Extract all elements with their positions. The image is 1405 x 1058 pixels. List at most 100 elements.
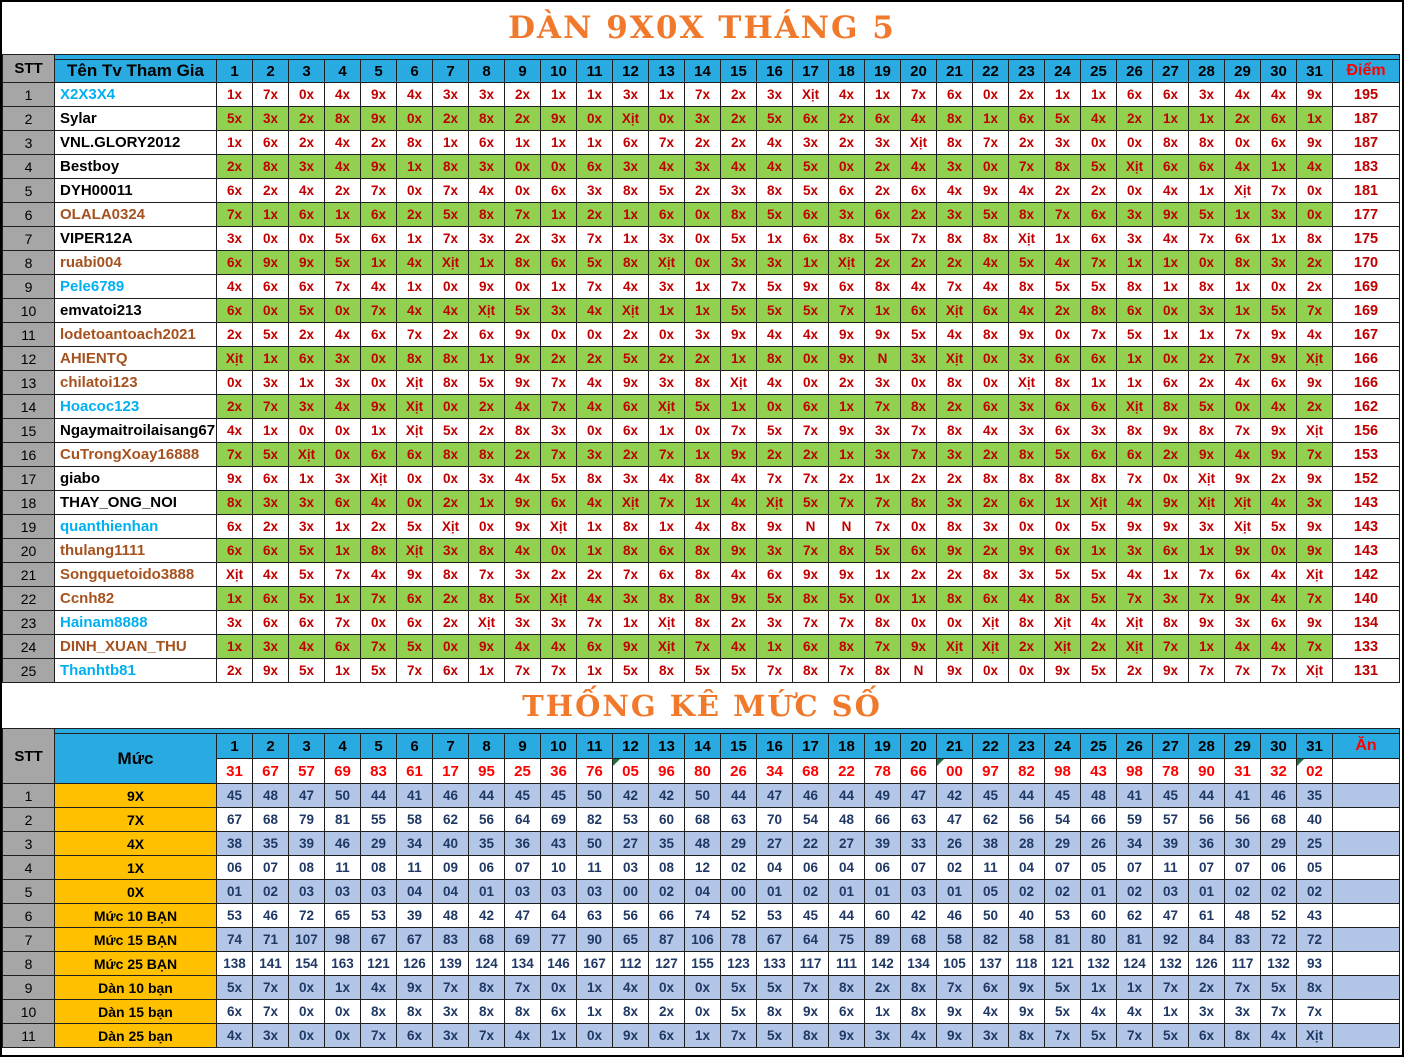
stat-value-cell[interactable]: 38 [972,831,1009,856]
day-value-cell[interactable]: 7x [1224,346,1261,371]
day-value-cell[interactable]: 6x [252,466,289,491]
stat-value-cell[interactable]: 45 [1044,783,1081,808]
day-value-cell[interactable]: 0x [792,346,829,371]
day-value-cell[interactable]: 2x [972,490,1009,515]
day-value-cell[interactable]: 1x [648,82,685,107]
day-value-cell[interactable]: 1x [720,394,757,419]
result-number-cell[interactable]: 31 [216,758,253,784]
stat-value-cell[interactable]: 9x [792,999,829,1024]
stat-value-cell[interactable]: 7x [468,1023,505,1048]
day-value-cell[interactable]: 6x [360,202,397,227]
stat-value-cell[interactable]: 43 [540,831,577,856]
day-value-cell[interactable]: 9x [1152,514,1189,539]
day-value-cell[interactable]: 4x [900,106,937,131]
day-value-cell[interactable]: 4x [828,82,865,107]
stat-value-cell[interactable]: 67 [360,927,397,952]
day-value-cell[interactable]: 1x [288,466,325,491]
stat-value-cell[interactable]: 68 [684,807,721,832]
day-value-cell[interactable]: 4x [252,562,289,587]
day-value-cell[interactable]: 7x [1224,418,1261,443]
day-value-cell[interactable]: 3x [324,466,361,491]
stat-value-cell[interactable]: 71 [252,927,289,952]
day-value-cell[interactable]: 1x [1116,346,1153,371]
day-value-cell[interactable]: 3x [864,130,901,155]
day-value-cell[interactable]: 1x [324,658,361,683]
day-value-cell[interactable]: 4x [1044,250,1081,275]
stat-value-cell[interactable]: 01 [756,879,793,904]
day-value-cell[interactable]: 5x [756,586,793,611]
day-value-cell[interactable]: Xịt [828,250,865,275]
day-value-cell[interactable]: 4x [216,418,253,443]
day-value-cell[interactable]: 8x [1008,610,1045,635]
day-value-cell[interactable]: 1x [1080,370,1117,395]
day-value-cell[interactable]: 4x [396,82,433,107]
stt-cell[interactable]: 13 [2,370,55,395]
stat-value-cell[interactable]: 0x [288,1023,325,1048]
day-value-cell[interactable]: 0x [288,226,325,251]
stat-value-cell[interactable]: 5x [1152,1023,1189,1048]
day-value-cell[interactable]: 7x [504,202,541,227]
day-value-cell[interactable]: 5x [468,370,505,395]
day-value-cell[interactable]: Xịt [648,250,685,275]
result-number-cell[interactable]: 76 [576,758,613,784]
day-value-cell[interactable]: 9x [504,514,541,539]
day-value-cell[interactable]: 6x [1152,154,1189,179]
day-value-cell[interactable]: 7x [1296,634,1333,659]
stat-value-cell[interactable]: 68 [252,807,289,832]
day-value-cell[interactable]: 9x [1296,610,1333,635]
day-value-cell[interactable]: 2x [936,466,973,491]
day-value-cell[interactable]: 6x [216,538,253,563]
stat-value-cell[interactable]: 138 [216,951,253,976]
stat-value-cell[interactable]: 5x [720,975,757,1000]
day-value-cell[interactable]: 3x [936,202,973,227]
stat-value-cell[interactable]: 7x [1152,975,1189,1000]
stat-value-cell[interactable]: 8x [468,975,505,1000]
day-value-cell[interactable]: 6x [396,610,433,635]
stat-value-cell[interactable]: 5x [756,975,793,1000]
day-value-cell[interactable]: 5x [720,226,757,251]
day-value-cell[interactable]: 9x [756,514,793,539]
day-value-cell[interactable]: 9x [288,250,325,275]
day-value-cell[interactable]: 8x [936,370,973,395]
stat-value-cell[interactable]: 58 [396,807,433,832]
day-value-cell[interactable]: Xịt [648,394,685,419]
day-value-cell[interactable]: 4x [1152,178,1189,203]
day-value-cell[interactable]: 2x [648,346,685,371]
stt-cell[interactable]: 18 [2,490,55,515]
stat-value-cell[interactable]: 02 [252,879,289,904]
day-value-cell[interactable]: 6x [1044,346,1081,371]
day-value-cell[interactable]: 2x [864,154,901,179]
day-value-cell[interactable]: 5x [504,586,541,611]
stat-value-cell[interactable]: 01 [1080,879,1117,904]
day-value-cell[interactable]: 3x [540,418,577,443]
day-value-cell[interactable]: 8x [936,130,973,155]
day-value-cell[interactable]: 0x [792,370,829,395]
day-value-cell[interactable]: 8x [432,370,469,395]
day-value-cell[interactable]: 4x [1260,82,1297,107]
day-value-cell[interactable]: 1x [324,202,361,227]
stat-value-cell[interactable]: 0x [684,975,721,1000]
stat-value-cell[interactable]: 35 [468,831,505,856]
player-name-cell[interactable]: Hainam8888 [54,610,217,635]
stat-value-cell[interactable]: 39 [864,831,901,856]
day-value-cell[interactable]: 4x [504,538,541,563]
day-value-cell[interactable]: 5x [792,178,829,203]
day-value-cell[interactable]: 1x [684,298,721,323]
day-value-cell[interactable]: 0x [1296,178,1333,203]
day-value-cell[interactable]: 4x [1224,370,1261,395]
day-value-cell[interactable]: N [900,658,937,683]
stat-value-cell[interactable]: 75 [828,927,865,952]
day-value-cell[interactable]: 7x [792,418,829,443]
day-value-cell[interactable]: 1x [1260,226,1297,251]
day-value-cell[interactable]: Xịt [972,634,1009,659]
muc-cell[interactable]: Mức 15 BẠN [54,927,217,952]
day-value-cell[interactable]: 3x [612,466,649,491]
day-value-cell[interactable]: 0x [1296,202,1333,227]
day-value-cell[interactable]: 4x [1008,298,1045,323]
day-value-cell[interactable]: 4x [756,130,793,155]
day-value-cell[interactable]: 2x [612,322,649,347]
day-value-cell[interactable]: 4x [792,322,829,347]
stat-value-cell[interactable]: 9x [1008,975,1045,1000]
stat-value-cell[interactable]: 01 [864,879,901,904]
day-column-header[interactable]: 30 [1260,59,1297,83]
